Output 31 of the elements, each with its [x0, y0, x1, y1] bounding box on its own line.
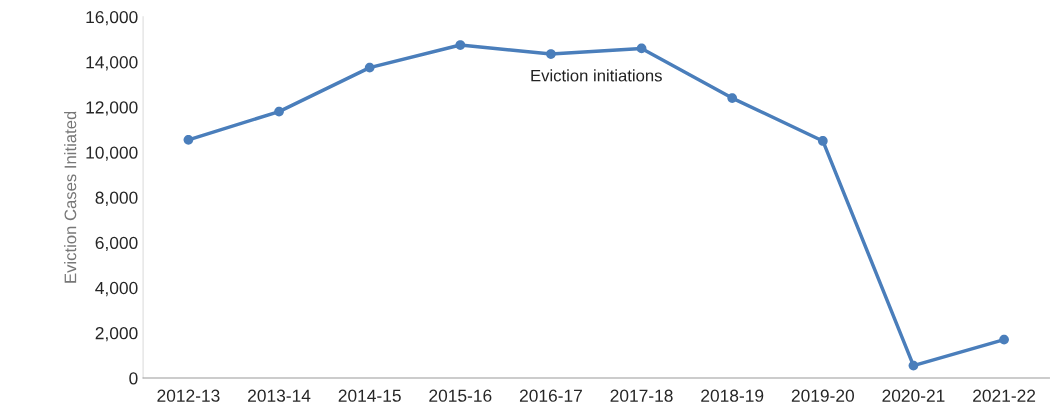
y-tick-label: 8,000: [95, 191, 138, 206]
point: [817, 136, 828, 146]
point: [908, 360, 919, 371]
point: [364, 62, 375, 73]
y-tick-label: 14,000: [86, 56, 138, 71]
y-tick-label: 16,000: [86, 10, 138, 26]
x-tick-label: 2016-17: [519, 389, 582, 402]
x-tick-label: 2014-15: [338, 389, 401, 402]
y-tick-label: 10,000: [86, 146, 138, 161]
y-tick-label: 2,000: [95, 327, 138, 342]
point: [727, 93, 738, 103]
x-tick-label: 2021-22: [973, 389, 1036, 402]
y-tick-label: 12,000: [86, 101, 138, 116]
y-axis-title: Eviction Cases Initiated: [64, 111, 77, 283]
point: [274, 106, 284, 117]
point: [546, 49, 556, 59]
series-label: Eviction initiations: [531, 69, 662, 82]
x-tick-label: 2017-18: [610, 389, 673, 402]
x-tick-label: 2012-13: [157, 389, 220, 402]
x-tick-label: 2013-14: [248, 389, 311, 402]
x-tick-label: 2015-16: [429, 389, 492, 402]
y-tick-label: 6,000: [95, 236, 138, 252]
point: [636, 43, 647, 54]
point: [455, 40, 466, 50]
y-tick-label: 4,000: [95, 281, 138, 297]
point: [183, 134, 194, 145]
x-tick-label: 2018-19: [701, 389, 764, 402]
point: [999, 334, 1009, 345]
y-tick-label: 0: [129, 372, 138, 385]
x-tick-label: 2019-20: [791, 389, 855, 402]
x-tick-label: 2020-21: [882, 389, 945, 402]
